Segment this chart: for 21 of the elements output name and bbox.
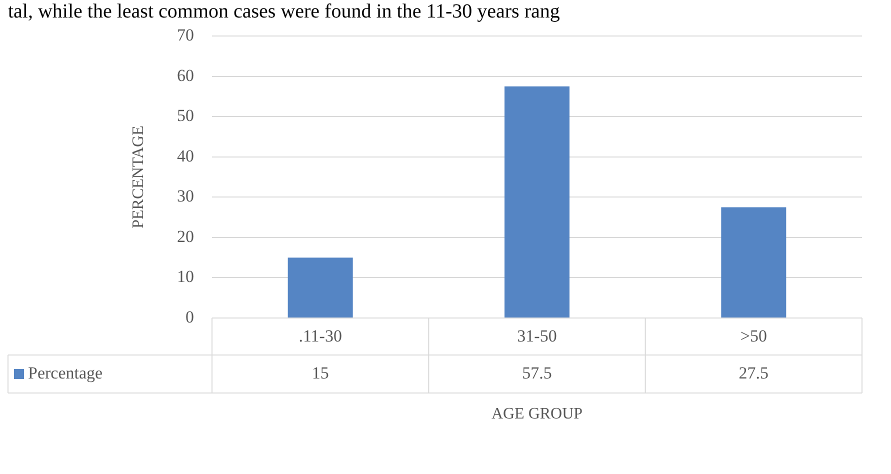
bar: [721, 207, 786, 318]
y-tick-label: 10: [177, 267, 194, 286]
y-axis-title: PERCENTAGE: [130, 126, 147, 228]
y-tick-label: 20: [177, 226, 194, 246]
bar: [504, 86, 570, 318]
data-label: 27.5: [738, 363, 769, 382]
y-tick-label: 60: [177, 66, 194, 85]
x-axis-title: AGE GROUP: [491, 406, 583, 423]
bar: [288, 258, 353, 318]
data-label: 57.5: [522, 363, 552, 382]
y-tick-label: 40: [177, 146, 194, 166]
legend-label: Percentage: [28, 363, 103, 382]
y-tick-label: 70: [177, 25, 194, 44]
x-tick-label: >50: [740, 326, 767, 346]
y-tick-label: 50: [177, 106, 194, 126]
x-tick-label: 31-50: [517, 326, 557, 346]
text: tal, while the least common cases were found in the 11-30 years rang: [8, 0, 560, 22]
y-tick-label: 0: [186, 307, 194, 326]
x-tick-label: .11-30: [298, 326, 342, 346]
data-label: 15: [312, 363, 329, 382]
y-tick-label: 30: [177, 186, 194, 206]
